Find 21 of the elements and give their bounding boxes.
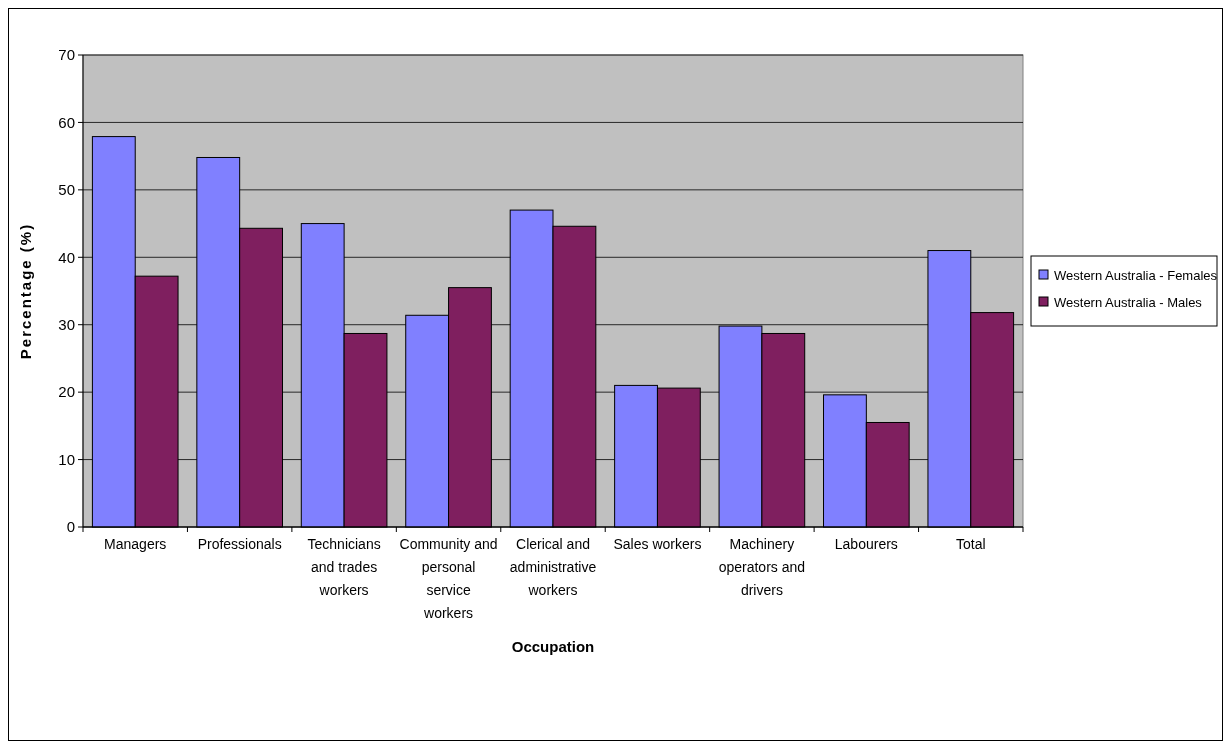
x-tick-label: Technicians and trades workers xyxy=(307,536,381,598)
x-axis-title: Occupation xyxy=(511,638,595,655)
y-tick-label: 10 xyxy=(58,450,75,468)
y-axis-title: Percentage (%) xyxy=(17,222,34,360)
x-tick-label: Managers xyxy=(104,536,167,552)
x-tick-label: Professionals xyxy=(197,536,282,552)
y-tick-label: 30 xyxy=(58,315,75,333)
x-tick-label: Clerical and administrative workers xyxy=(509,536,597,598)
x-tick-label: Total xyxy=(955,536,986,552)
y-tick-label: 70 xyxy=(58,46,75,64)
y-tick-label: 60 xyxy=(58,113,75,131)
y-tick-label: 0 xyxy=(66,518,75,536)
y-tick-label: 50 xyxy=(58,181,75,199)
legend-label: Western Australia - Females xyxy=(1054,267,1218,283)
y-tick-label: 40 xyxy=(58,248,75,266)
legend-label: Western Australia - Males xyxy=(1054,294,1203,310)
x-tick-label: Sales workers xyxy=(613,536,702,552)
x-tick-label: Machinery operators and drivers xyxy=(718,536,806,598)
x-tick-label: Community and personal service workers xyxy=(399,536,498,621)
y-tick-label: 20 xyxy=(58,383,75,401)
x-tick-label: Labourers xyxy=(834,536,898,552)
